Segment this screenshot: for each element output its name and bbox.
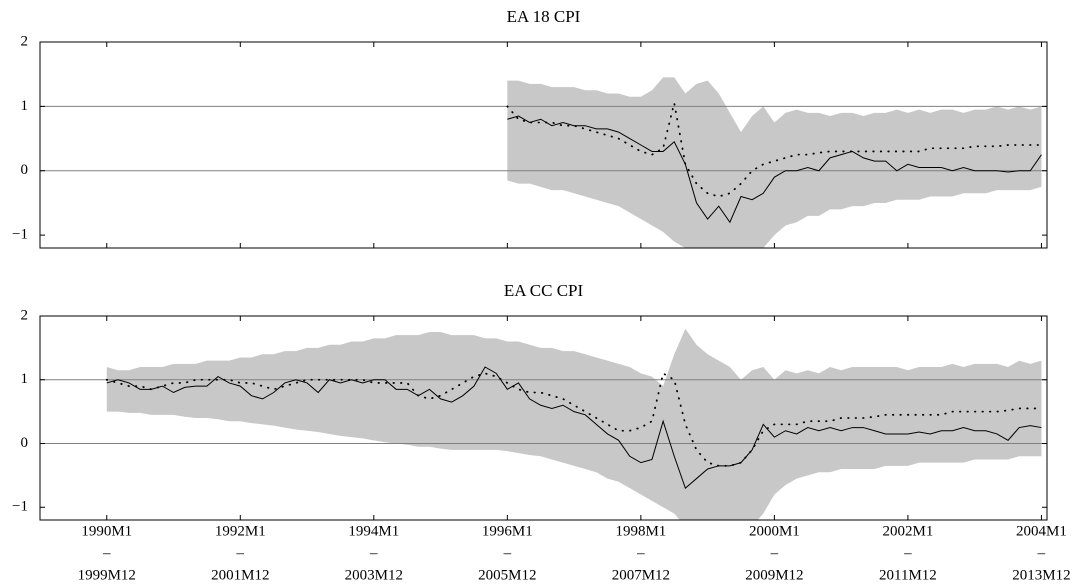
- x-tick-label: 2005M12: [478, 567, 536, 583]
- x-tick-label: 1994M1: [348, 523, 399, 539]
- chart-title: EA CC CPI: [504, 281, 584, 300]
- x-tick-label: 2002M1: [882, 523, 933, 539]
- plot-area: [507, 77, 1042, 248]
- solid-line: [507, 115, 1042, 224]
- series-area: [105, 366, 1043, 489]
- x-tick-label: –: [369, 545, 378, 561]
- x-tick-label: 2011M12: [879, 567, 937, 583]
- x-tick-label: 2000M1: [749, 523, 800, 539]
- y-tick-label: 0: [21, 435, 29, 451]
- plot-area: [106, 328, 1042, 520]
- x-tick-label: –: [503, 545, 512, 561]
- x-tick-label: 1996M1: [482, 523, 533, 539]
- y-tick-label: −1: [12, 227, 28, 243]
- confidence-band: [106, 328, 1042, 520]
- x-tick-label: 2009M12: [745, 567, 803, 583]
- plot-frame: [39, 41, 1048, 249]
- x-tick-label: 2004M1: [1016, 523, 1067, 539]
- solid-line: [106, 366, 1042, 489]
- x-tick-label: 1992M1: [215, 523, 266, 539]
- series-area: [506, 102, 1043, 224]
- x-tick-label: 1990M1: [81, 523, 132, 539]
- y-tick-label: 2: [21, 307, 29, 323]
- plot-frame: [39, 315, 1048, 521]
- confidence-band: [507, 77, 1042, 248]
- x-tick-label: 1999M12: [78, 567, 136, 583]
- x-tick-label: –: [236, 545, 245, 561]
- dotted-line: [105, 371, 1043, 467]
- x-tick-label: 1998M1: [615, 523, 666, 539]
- x-tick-label: 2001M12: [211, 567, 269, 583]
- chart-title: EA 18 CPI: [507, 7, 581, 26]
- y-tick-label: 0: [21, 162, 29, 178]
- x-tick-label: –: [102, 545, 111, 561]
- x-tick-label: 2003M12: [345, 567, 403, 583]
- x-tick-label: –: [770, 545, 779, 561]
- x-tick-label: –: [1037, 545, 1046, 561]
- dotted-line: [506, 102, 1043, 198]
- y-tick-label: 1: [21, 371, 29, 387]
- x-tick-label: 2013M12: [1012, 567, 1070, 583]
- x-tick-label: 2007M12: [612, 567, 670, 583]
- y-tick-label: 2: [21, 33, 29, 49]
- y-tick-label: 1: [21, 98, 29, 114]
- x-tick-label: –: [903, 545, 912, 561]
- y-tick-label: −1: [12, 499, 28, 515]
- x-tick-label: –: [636, 545, 645, 561]
